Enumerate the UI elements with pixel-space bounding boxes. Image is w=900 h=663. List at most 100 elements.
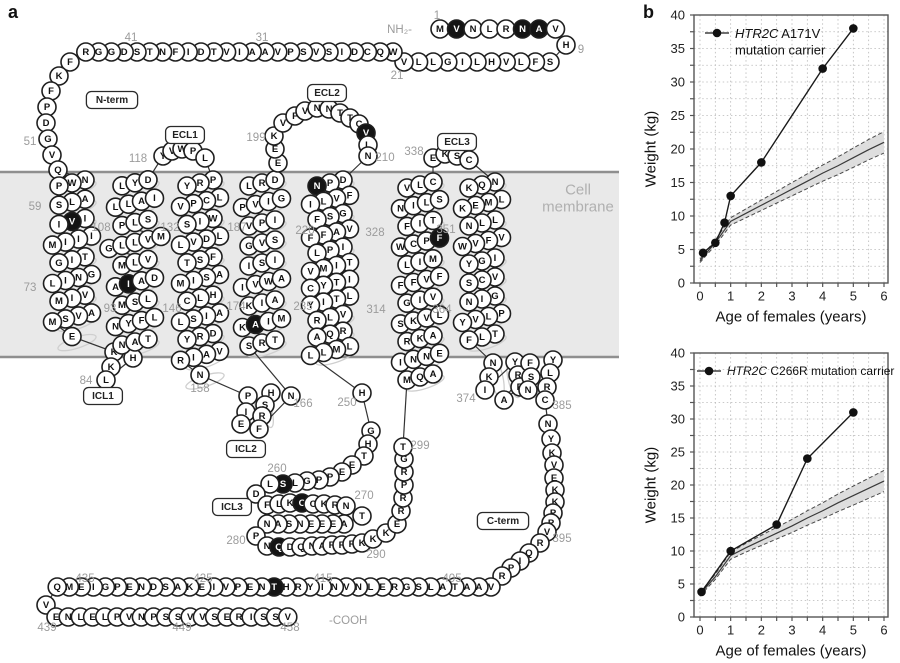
residue-circle [249,419,269,439]
residue-letter: V [552,24,559,35]
residue-letter: E [238,419,244,430]
residue-circle [459,216,479,236]
residue-letter: G [303,476,310,487]
residue-letter: V [252,280,259,291]
residue-letter: G [403,298,410,309]
residue-number: 108 [91,222,110,234]
residue-circle [144,307,165,328]
residue-circle [144,267,165,288]
region-box-label: ICL2 [235,444,257,455]
residue-letter: K [466,183,473,194]
residue-circle [429,305,450,325]
backbone-link [248,345,292,397]
residue-letter: K [442,149,449,160]
residue-number: 270 [354,490,373,502]
residue-letter: L [368,582,374,593]
residue-letter: Y [320,280,327,291]
residue-letter: I [71,255,74,266]
residue-number: 280 [226,535,245,547]
residue-letter: V [430,292,437,303]
residue-letter: N [288,391,295,402]
residue-letter: F [532,57,538,68]
legend: HTR2C C266R mutation carrier [697,364,894,378]
region-box-c-term [476,511,530,531]
data-point [757,158,766,167]
residue-number: 51 [24,136,37,148]
residue-circle [170,312,191,332]
residue-letter: K [321,499,328,510]
residue-letter: S [300,47,306,58]
residue-circle [265,250,285,270]
residue-letter: G [108,47,115,58]
residue-number: 314 [366,304,386,316]
residue-circle [190,365,210,385]
residue-letter: R [544,382,551,393]
residue-letter: D [198,47,205,58]
x-tick-label: 2 [758,623,765,638]
residue-letter: A [249,47,256,58]
residue-letter: I [261,298,264,309]
y-tick-label: 0 [678,610,685,625]
y-tick-label: 10 [671,209,685,224]
residue-letter: V [75,311,82,322]
residue-letter: A [333,227,340,238]
residue-letter: S [259,258,265,269]
residue-letter: R [404,337,411,348]
residue-letter: L [69,197,75,208]
residue-letter: D [43,118,50,129]
residue-letter: G [88,270,95,281]
residue-letter: A [262,47,269,58]
residue-letter: L [197,293,203,304]
residue-circle [47,577,68,597]
residues: M V N L R N A VHSFLVHLIGLLVWQCDISVSPVAAIVTDIFNT… [36,19,576,627]
residue-letter: F [256,424,262,435]
residue-letter: V [472,239,479,250]
residue-letter: R [391,582,398,593]
residue-letter: F [398,281,404,292]
residue-letter: I [245,407,248,418]
x-tick-label: 6 [880,289,887,304]
residue-letter: R [400,493,407,504]
residue-letter: T [211,47,217,58]
region-box-label: ICL1 [92,391,114,402]
residue-letter: Y [184,335,191,346]
residue-letter: A [314,332,321,343]
residue-letter: L [321,348,327,359]
residue-letter: L [479,218,485,229]
residue-letter: N [490,358,497,369]
residue-number: 374 [456,393,476,405]
residue-letter: L [77,612,83,623]
residue-number: 338 [404,146,423,158]
region-box-label: ECL1 [172,130,198,141]
residue-circle [177,329,197,350]
residue-number: 199 [246,132,265,144]
residue-letter: P [56,181,63,192]
residue-letter: L [217,193,223,204]
residue-letter: P [508,563,515,574]
residue-circle [281,386,301,406]
residue-letter: F [314,215,320,226]
residue-letter: L [347,342,353,353]
x-tick-label: 0 [696,289,703,304]
residue-letter: L [178,240,184,251]
residue-number: 351 [436,224,455,236]
residue-letter: H [488,57,495,68]
residue-letter: S [327,212,333,223]
residue-circle [49,291,69,312]
residue-letter: G [367,426,374,437]
residue-circle [138,170,158,190]
residue-circle [423,325,443,346]
residue-letter: H [210,290,217,301]
residue-circle [49,176,69,196]
residue-letter: L [486,312,492,323]
residue-letter: Y [466,259,473,270]
residue-letter: T [347,113,353,124]
residue-letter: A [463,582,470,593]
residue-letter: I [241,283,244,294]
residue-letter: R [329,540,336,551]
residue-letter: K [552,497,559,508]
residue-circle [423,364,443,384]
residue-letter: T [400,442,406,453]
residue-letter: S [326,47,332,58]
residue-circle [459,330,479,350]
